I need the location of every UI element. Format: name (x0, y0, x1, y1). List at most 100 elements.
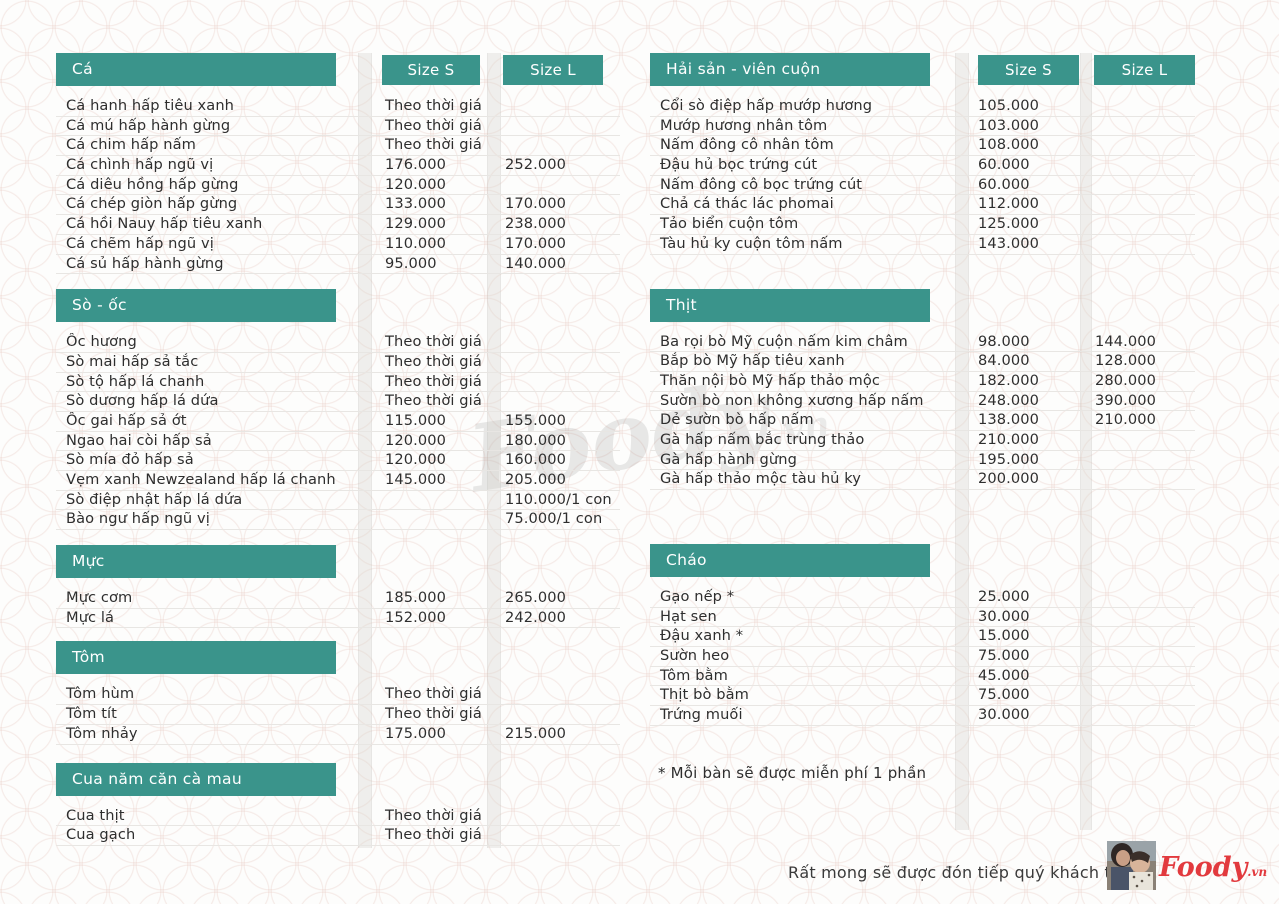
menu-row: Trứng muối 30.000 (650, 706, 1195, 726)
menu-row: Tôm tít Theo thời giá (56, 705, 620, 725)
section-title: Tôm (72, 648, 105, 667)
section-header-row: Sò - ốc (56, 289, 620, 323)
menu-row: Cổi sò điệp hấp mướp hương 105.000 (650, 97, 1195, 117)
size-s-header: Size S (382, 55, 480, 85)
menu-row: Thăn nội bò Mỹ hấp thảo mộc 182.000 280.… (650, 372, 1195, 392)
price-size-s: 182.000 (978, 371, 1040, 389)
price-size-l: 390.000 (1095, 391, 1157, 409)
price-size-s: Theo thời giá (385, 136, 482, 154)
menu-row: Gà hấp nấm bắc trùng thảo 210.000 (650, 431, 1195, 451)
menu-row: Cá hanh hấp tiêu xanh Theo thời giá (56, 97, 620, 117)
dish-name: Cá hồi Nauy hấp tiêu xanh (66, 215, 263, 233)
price-size-s: Theo thời giá (385, 97, 482, 114)
dish-name: Cá chẽm hấp ngũ vị (66, 234, 214, 252)
price-size-l: 180.000 (505, 431, 567, 449)
price-size-s: 176.000 (385, 156, 447, 174)
size-l-header-cell: Size L (1090, 53, 1195, 85)
dish-name: Đậu xanh * (660, 627, 744, 645)
price-size-s: 60.000 (978, 156, 1030, 174)
section-title-bar: Hải sản - viên cuộn (650, 53, 930, 86)
menu-row: Sò mía đỏ hấp sả 120.000 160.000 (56, 451, 620, 471)
dish-name: Cổi sò điệp hấp mướp hương (660, 97, 873, 114)
dish-name: Cá chình hấp ngũ vị (66, 156, 214, 174)
price-size-l: 205.000 (505, 471, 567, 488)
dish-name: Tôm hùm (66, 685, 135, 703)
menu-row: Sườn heo 75.000 (650, 647, 1195, 667)
menu-row: Ốc hương Theo thời giá (56, 333, 620, 353)
menu-row: Nấm đông cô bọc trứng cút 60.000 (650, 176, 1195, 196)
price-size-s: 75.000 (978, 686, 1030, 704)
dish-name: Tàu hủ ky cuộn tôm nấm (660, 234, 843, 252)
dish-name: Tôm nhảy (66, 724, 138, 742)
menu-section: Sò - ốc Ốc hương Theo thời giá Sò mai hấ… (56, 289, 620, 531)
price-size-l: 238.000 (505, 215, 567, 233)
dish-name: Vẹm xanh Newzealand hấp lá chanh (66, 471, 336, 488)
dish-name: Nấm đông cô nhân tôm (660, 136, 834, 154)
price-size-s: 25.000 (978, 588, 1030, 605)
price-size-l: 242.000 (505, 608, 567, 626)
dish-name: Mướp hương nhân tôm (660, 116, 828, 134)
menu-row: Cá mú hấp hành gừng Theo thời giá (56, 117, 620, 137)
section-title: Cháo (666, 551, 707, 569)
menu-row: Gạo nếp * 25.000 (650, 588, 1195, 608)
price-size-s: 60.000 (978, 175, 1030, 193)
price-size-s: 30.000 (978, 607, 1030, 625)
price-size-l: 215.000 (505, 724, 567, 742)
price-size-l: 75.000/1 con (505, 510, 603, 528)
menu-row: Tàu hủ ky cuộn tôm nấm 143.000 (650, 235, 1195, 255)
section-title: Thịt (666, 295, 697, 314)
menu-row: Đậu xanh * 15.000 (650, 627, 1195, 648)
section-title: Mực (72, 552, 105, 571)
section-title-bar: Sò - ốc (56, 289, 336, 323)
price-size-l: 160.000 (505, 451, 567, 469)
dish-name: Cua gạch (66, 826, 136, 844)
section-header-row: Mực (56, 545, 620, 579)
dish-name: Cá chim hấp nấm (66, 136, 196, 154)
price-size-s: 103.000 (978, 116, 1040, 134)
dish-name: Tôm bằm (660, 666, 728, 684)
price-size-s: 120.000 (385, 431, 447, 449)
section-rows: Cổi sò điệp hấp mướp hương 105.000 Mướp … (650, 97, 1195, 255)
section-title-bar: Mực (56, 545, 336, 579)
section-header-row: Cua năm căn cà mau (56, 762, 620, 796)
column-divider (1080, 53, 1092, 830)
size-s-header: Size S (978, 55, 1079, 85)
section-title-bar: Cá (56, 53, 336, 86)
price-size-s: 15.000 (978, 627, 1030, 645)
price-size-s: Theo thời giá (385, 826, 482, 844)
price-size-l: 210.000 (1095, 411, 1157, 429)
price-size-s: 129.000 (385, 215, 447, 233)
price-size-s: 152.000 (385, 608, 447, 626)
dish-name: Cá sủ hấp hành gừng (66, 254, 224, 272)
menu-row: Tảo biển cuộn tôm 125.000 (650, 215, 1195, 235)
price-size-s: 133.000 (385, 195, 447, 213)
menu-column-left: Cá Size S Size L Cá hanh hấp tiêu xanh T… (56, 53, 620, 848)
section-title-bar: Cua năm căn cà mau (56, 762, 336, 796)
menu-column-right: Hải sản - viên cuộn Size S Size L Cổi sò… (650, 53, 1195, 830)
menu-row: Mướp hương nhân tôm 103.000 (650, 117, 1195, 137)
dish-name: Sườn heo (660, 647, 730, 665)
section-title: Hải sản - viên cuộn (666, 60, 821, 78)
menu-row: Gà hấp thảo mộc tàu hủ ky 200.000 (650, 470, 1195, 490)
section-rows: Mực cơm 185.000 265.000 Mực lá 152.000 2… (56, 589, 620, 629)
menu-row: Dẻ sườn bò hấp nấm 138.000 210.000 (650, 411, 1195, 431)
price-size-l: 170.000 (505, 195, 567, 213)
price-size-l: 170.000 (505, 234, 567, 252)
menu-row: Cá chép giòn hấp gừng 133.000 170.000 (56, 195, 620, 216)
price-size-s: 120.000 (385, 175, 447, 193)
menu-row: Tôm hùm Theo thời giá (56, 685, 620, 706)
foody-logo-text: Foody (1159, 852, 1248, 883)
dish-name: Gà hấp thảo mộc tàu hủ ky (660, 470, 862, 488)
dish-name: Ngao hai còi hấp sả (66, 431, 212, 449)
dish-name: Ốc gai hấp sả ớt (66, 411, 187, 429)
menu-section: Thịt Ba rọi bò Mỹ cuộn nấm kim châm 98.0… (650, 288, 1195, 490)
size-s-header-cell: Size S (370, 53, 499, 85)
dish-name: Ba rọi bò Mỹ cuộn nấm kim châm (660, 332, 908, 350)
price-size-s: 108.000 (978, 136, 1040, 154)
dish-name: Mực lá (66, 608, 115, 626)
section-rows: Ba rọi bò Mỹ cuộn nấm kim châm 98.000 14… (650, 332, 1195, 490)
menu-row: Mực cơm 185.000 265.000 (56, 589, 620, 609)
menu-row: Sò điệp nhật hấp lá dứa 110.000/1 con (56, 491, 620, 511)
price-size-s: 200.000 (978, 470, 1040, 488)
